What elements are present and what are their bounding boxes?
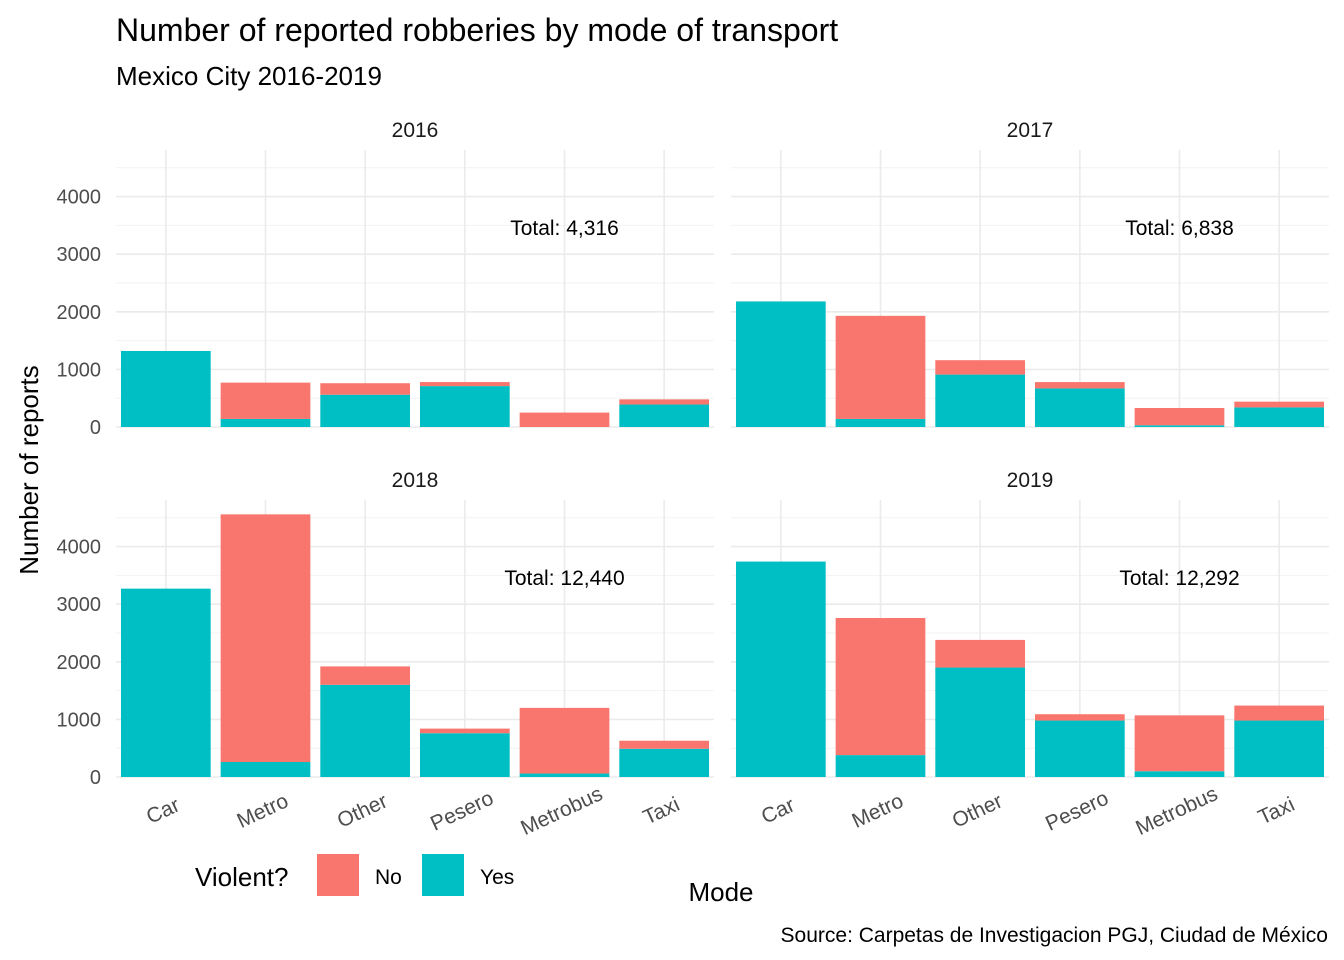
bar-other-no <box>320 383 411 395</box>
y-tick-label: 4000 <box>57 187 102 209</box>
bar-metro-no <box>835 618 926 756</box>
caption: Source: Carpetas de Investigacion PGJ, C… <box>781 924 1328 947</box>
legend-swatch-yes <box>422 854 464 896</box>
legend: Violent? No Yes <box>195 854 514 896</box>
bar-metro-no <box>835 315 926 419</box>
x-tick-label: Other <box>949 790 1006 833</box>
bar-car-yes <box>735 301 826 427</box>
x-tick-label: Pesero <box>1042 787 1112 836</box>
chart-subtitle: Mexico City 2016-2019 <box>116 61 382 91</box>
x-tick-label: Car <box>758 794 798 829</box>
x-tick-label: Metrobus <box>517 782 606 840</box>
y-tick-label: 0 <box>90 417 101 439</box>
x-tick-label: Metro <box>849 789 907 833</box>
facet-label: 2016 <box>392 119 439 142</box>
facet-label: 2019 <box>1007 469 1054 492</box>
facet-label: 2018 <box>392 469 439 492</box>
bar-pesero-yes <box>1034 388 1125 427</box>
x-tick-label: Metrobus <box>1132 782 1221 840</box>
total-annotation: Total: 4,316 <box>510 217 619 240</box>
y-tick-label: 0 <box>90 767 101 789</box>
facet-panels: 2016 Total: 4,316 0 1000 2000 3000 4000 2017 Tot… <box>57 119 1329 840</box>
x-axis-label: Mode <box>688 877 753 907</box>
bar-taxi-no <box>619 399 710 405</box>
bar-metro-yes <box>220 762 311 777</box>
bar-metrobus-yes <box>519 773 610 777</box>
bar-other-yes <box>935 374 1026 427</box>
bar-taxi-no <box>1234 705 1325 721</box>
bar-other-no <box>935 360 1026 375</box>
bar-taxi-yes <box>1234 407 1325 427</box>
y-axis-label: Number of reports <box>14 365 44 575</box>
chart-title: Number of reported robberies by mode of … <box>116 12 838 48</box>
bar-pesero-no <box>1034 382 1125 389</box>
x-tick-label: Metro <box>234 789 292 833</box>
bar-metro-yes <box>220 418 311 427</box>
bar-taxi-yes <box>1234 720 1325 777</box>
bar-taxi-no <box>619 740 710 749</box>
panel-2017: 2017 Total: 6,838 <box>731 119 1329 428</box>
bar-metro-no <box>220 514 311 763</box>
y-tick-label: 3000 <box>57 244 102 266</box>
panel-2016: 2016 Total: 4,316 0 1000 2000 3000 4000 <box>57 119 714 439</box>
bar-taxi-yes <box>619 404 710 427</box>
total-annotation: Total: 6,838 <box>1125 217 1234 240</box>
bar-other-no <box>320 666 411 685</box>
bar-metrobus-yes <box>1134 771 1225 777</box>
bar-metrobus-no <box>519 707 610 774</box>
panel-2019: 2019 Total: 12,292 Car Metro Other Pesero Metr… <box>731 469 1329 840</box>
bar-other-yes <box>935 667 1026 777</box>
bar-pesero-no <box>419 728 510 734</box>
legend-swatch-no <box>317 854 359 896</box>
bar-metrobus-yes <box>1134 425 1225 427</box>
bar-metrobus-no <box>1134 715 1225 772</box>
legend-label-no: No <box>375 866 402 889</box>
bar-other-no <box>935 639 1026 668</box>
bar-car-yes <box>120 350 211 427</box>
bar-other-yes <box>320 394 411 427</box>
y-tick-label: 3000 <box>57 594 102 616</box>
total-annotation: Total: 12,440 <box>504 567 624 590</box>
legend-label-yes: Yes <box>480 866 514 889</box>
bar-metrobus-no <box>1134 407 1225 426</box>
bar-metrobus-no <box>519 412 610 427</box>
bar-pesero-no <box>419 382 510 387</box>
x-tick-label: Other <box>334 790 391 833</box>
bar-pesero-yes <box>1034 720 1125 777</box>
y-tick-label: 1000 <box>57 709 102 731</box>
x-tick-label: Pesero <box>427 787 497 836</box>
legend-title: Violent? <box>195 862 289 892</box>
bar-other-yes <box>320 684 411 777</box>
x-tick-label: Car <box>143 794 183 829</box>
bar-car-yes <box>120 588 211 777</box>
x-tick-label: Taxi <box>1255 793 1299 830</box>
bar-taxi-no <box>1234 401 1325 408</box>
bar-pesero-yes <box>419 733 510 777</box>
bar-pesero-yes <box>419 386 510 427</box>
y-tick-label: 1000 <box>57 359 102 381</box>
facet-label: 2017 <box>1007 119 1054 142</box>
bar-pesero-no <box>1034 714 1125 721</box>
y-tick-label: 2000 <box>57 652 102 674</box>
bar-car-yes <box>735 561 826 777</box>
total-annotation: Total: 12,292 <box>1119 567 1239 590</box>
panel-2018: 2018 Total: 12,440 0 1000 2000 3000 4000 Car Met… <box>57 469 714 840</box>
bar-metro-yes <box>835 418 926 427</box>
bar-taxi-yes <box>619 748 710 777</box>
x-tick-label: Taxi <box>640 793 684 830</box>
y-tick-label: 4000 <box>57 537 102 559</box>
bar-metro-yes <box>835 755 926 777</box>
y-tick-label: 2000 <box>57 302 102 324</box>
bar-metro-no <box>220 382 311 419</box>
